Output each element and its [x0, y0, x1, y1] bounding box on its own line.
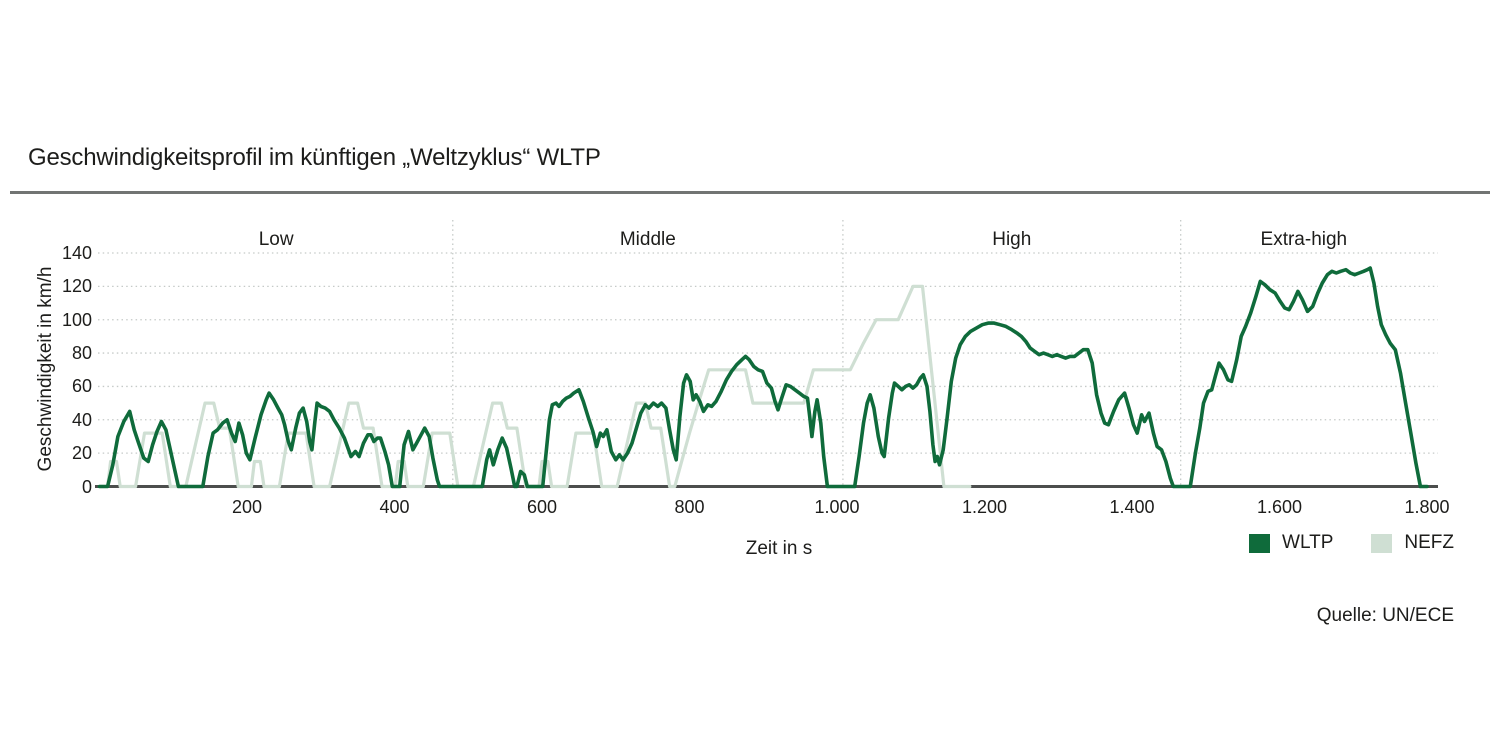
y-tick-label: 120: [61, 276, 92, 297]
y-tick-label: 40: [71, 409, 92, 430]
x-tick-label: 1.600: [1256, 497, 1303, 517]
y-tick-label: 140: [61, 243, 92, 263]
x-tick-label: 1.800: [1404, 497, 1450, 517]
source-note: Quelle: UN/ECE: [1316, 605, 1454, 626]
x-axis-title: Zeit in s: [745, 538, 813, 559]
phase-label-high: High: [992, 229, 1032, 250]
x-tick-label: 800: [674, 497, 705, 517]
y-tick-label: 20: [71, 443, 92, 464]
phase-label-low: Low: [258, 229, 294, 250]
y-tick-label: 0: [81, 476, 92, 497]
y-axis-title: Geschwindigkeit in km/h: [35, 266, 56, 472]
legend-label: NEFZ: [1404, 532, 1454, 553]
title-divider: [10, 191, 1490, 194]
legend-swatch-wltp: [1249, 533, 1271, 553]
x-tick-label: 1.200: [961, 497, 1008, 517]
legend-item-wltp: WLTP: [1249, 532, 1333, 554]
legend-swatch-nefz: [1371, 533, 1393, 553]
y-tick-label: 80: [71, 343, 92, 364]
chart-legend: WLTP NEFZ: [1249, 532, 1454, 554]
x-tick-label: 400: [379, 497, 410, 517]
x-tick-label: 200: [231, 497, 263, 517]
y-tick-label: 100: [61, 309, 92, 330]
phase-label-middle: Middle: [619, 229, 676, 250]
x-tick-label: 600: [526, 497, 558, 517]
legend-label: WLTP: [1282, 532, 1334, 553]
y-tick-label: 60: [71, 376, 92, 397]
page-title: Geschwindigkeitsprofil im künftigen „Wel…: [28, 144, 601, 171]
x-tick-label: 1.400: [1109, 497, 1155, 517]
phase-label-extra-high: Extra-high: [1260, 229, 1348, 250]
wltp-line: [97, 266, 1429, 489]
legend-item-nefz: NEFZ: [1371, 532, 1454, 554]
x-tick-label: 1.000: [814, 497, 860, 517]
